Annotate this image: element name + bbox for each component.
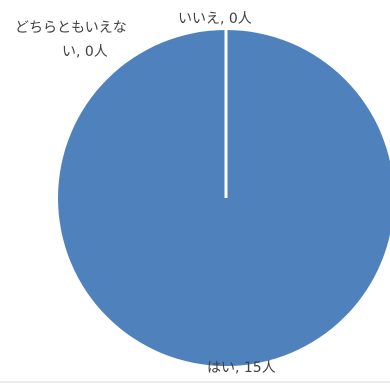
data-label-hai: はい, 15人: [207, 360, 276, 376]
data-label-dochira-line1: どちらともいえな: [15, 20, 127, 36]
data-label-iie: いいえ, 0人: [178, 11, 252, 27]
pie-slice-hai: [58, 30, 390, 366]
data-label-dochira-line2: い, 0人: [62, 44, 108, 60]
